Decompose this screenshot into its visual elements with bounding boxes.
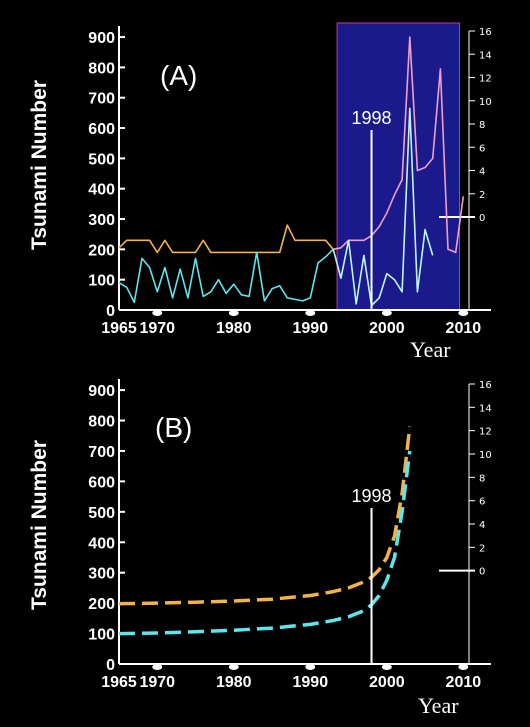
y-tick-label: 900 (88, 383, 115, 400)
x-tick-mark (381, 310, 392, 316)
x-tick-mark (458, 310, 469, 316)
right-tick-label: 10 (479, 97, 492, 108)
right-tick-label: 0 (479, 567, 485, 578)
panel-a-label: (A) (160, 60, 197, 91)
y-tick-label: 300 (88, 566, 115, 583)
series-cyan-line (118, 248, 334, 304)
x-tick-label: 1980 (216, 320, 252, 337)
y-tick-label: 800 (88, 60, 115, 77)
x-tick-mark (381, 664, 392, 670)
y-tick-label: 100 (88, 627, 115, 644)
x-tick-mark (305, 310, 316, 316)
right-tick-label: 2 (479, 190, 485, 201)
x-tick-mark (228, 310, 239, 316)
x-tick-label: 1970 (139, 320, 175, 337)
right-tick-label: 4 (479, 167, 485, 178)
x-tick-label: 2000 (369, 674, 405, 691)
series-light_cyan-line (332, 107, 434, 307)
y-tick-label: 500 (88, 151, 115, 168)
panel-a-series (118, 36, 465, 307)
y-tick-label: 700 (88, 444, 115, 461)
x-tick-mark (152, 310, 163, 316)
panel-a: (A) Tsunami Number Year 0100200300400500… (28, 22, 492, 362)
x-tick-label: 1990 (293, 320, 329, 337)
panel-a-x-axis-label: Year (410, 337, 451, 362)
x-tick-label: 2010 (446, 320, 482, 337)
series-orange-line (118, 224, 334, 254)
right-tick-label: 8 (479, 473, 485, 484)
panel-b-y-axis-label: Tsunami Number (28, 440, 51, 610)
right-tick-label: 10 (479, 450, 492, 461)
y-tick-label: 400 (88, 182, 115, 199)
y-tick-label: 200 (88, 596, 115, 613)
x-tick-mark (305, 664, 316, 670)
y-tick-label: 0 (106, 303, 115, 320)
annotation-label: 1998 (351, 108, 391, 128)
right-tick-label: 6 (479, 497, 485, 508)
panel-b-series (118, 426, 412, 636)
x-tick-label: 1965 (101, 674, 137, 691)
panel-b-label: (B) (155, 412, 192, 443)
y-tick-label: 300 (88, 212, 115, 229)
annotation-label: 1998 (351, 486, 391, 506)
x-tick-mark (458, 664, 469, 670)
panel-b: (B) Tsunami Number Year 0100200300400500… (28, 379, 492, 718)
y-tick-label: 200 (88, 242, 115, 259)
series-pink-line (333, 36, 465, 254)
right-tick-label: 16 (479, 27, 492, 38)
panel-b-annotation: 1998 (351, 486, 392, 664)
y-tick-label: 900 (88, 30, 115, 47)
right-tick-label: 12 (479, 427, 492, 438)
x-tick-label: 1970 (139, 674, 175, 691)
x-tick-label: 2010 (446, 674, 482, 691)
y-tick-label: 600 (88, 474, 115, 491)
panel-a-y-axis-label: Tsunami Number (28, 80, 51, 250)
panel-a-annotation: 1998 (351, 108, 392, 310)
right-tick-label: 8 (479, 120, 485, 131)
x-tick-mark (152, 664, 163, 670)
right-tick-label: 6 (479, 143, 485, 154)
y-tick-label: 700 (88, 91, 115, 108)
y-tick-label: 500 (88, 505, 115, 522)
x-tick-mark (228, 664, 239, 670)
right-tick-label: 0 (479, 213, 485, 224)
right-tick-label: 12 (479, 74, 492, 85)
x-tick-label: 1980 (216, 674, 252, 691)
right-tick-label: 14 (479, 50, 492, 61)
right-tick-label: 16 (479, 380, 492, 391)
right-tick-label: 14 (479, 403, 492, 414)
y-tick-label: 100 (88, 273, 115, 290)
y-tick-label: 800 (88, 414, 115, 431)
series-orange-line (118, 426, 412, 606)
highlight-region (336, 22, 461, 311)
x-tick-label: 1965 (101, 320, 137, 337)
y-tick-label: 0 (106, 657, 115, 674)
panel-b-x-axis-label: Year (418, 693, 459, 718)
x-tick-label: 2000 (369, 320, 405, 337)
series-cyan-line (118, 450, 412, 636)
x-tick-label: 1990 (293, 674, 329, 691)
y-tick-label: 400 (88, 535, 115, 552)
right-tick-label: 2 (479, 543, 485, 554)
y-tick-label: 600 (88, 121, 115, 138)
right-tick-label: 4 (479, 520, 485, 531)
